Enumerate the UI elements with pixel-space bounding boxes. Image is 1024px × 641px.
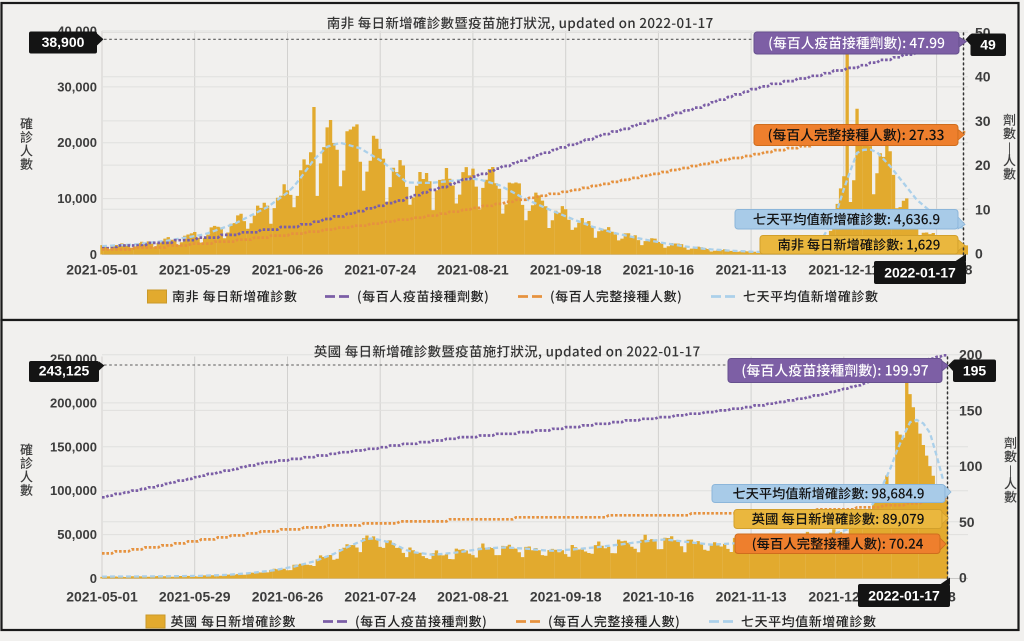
svg-text:2021-10-16: 2021-10-16 bbox=[623, 589, 695, 605]
svg-text:50: 50 bbox=[959, 514, 975, 530]
svg-text:2021-12-11: 2021-12-11 bbox=[808, 262, 879, 278]
svg-text:2022-01-17: 2022-01-17 bbox=[884, 265, 956, 281]
svg-text:2021-05-01: 2021-05-01 bbox=[66, 589, 138, 605]
svg-text:30,000: 30,000 bbox=[57, 79, 97, 94]
svg-text:100: 100 bbox=[959, 458, 983, 474]
svg-text:2021-05-29: 2021-05-29 bbox=[159, 262, 231, 278]
svg-text:0: 0 bbox=[90, 571, 97, 586]
svg-text:2021-07-24: 2021-07-24 bbox=[344, 589, 416, 605]
svg-text:20,000: 20,000 bbox=[57, 135, 97, 150]
svg-text:200,000: 200,000 bbox=[50, 395, 97, 410]
svg-text:195: 195 bbox=[963, 363, 987, 379]
svg-text:2021-05-01: 2021-05-01 bbox=[66, 262, 138, 278]
svg-text:2021-11-13: 2021-11-13 bbox=[716, 589, 787, 605]
svg-text:100,000: 100,000 bbox=[50, 483, 97, 498]
svg-text:10: 10 bbox=[975, 201, 991, 217]
svg-text:2022-01-17: 2022-01-17 bbox=[868, 588, 940, 604]
svg-text:2021-11-13: 2021-11-13 bbox=[716, 262, 787, 278]
svg-text:150: 150 bbox=[959, 402, 983, 418]
svg-text:0: 0 bbox=[90, 247, 97, 262]
svg-text:10,000: 10,000 bbox=[57, 191, 97, 206]
svg-text:2021-06-26: 2021-06-26 bbox=[252, 589, 324, 605]
svg-text:2021-08-21: 2021-08-21 bbox=[437, 589, 509, 605]
svg-text:2021-09-18: 2021-09-18 bbox=[530, 262, 602, 278]
svg-text:2021-06-26: 2021-06-26 bbox=[252, 262, 324, 278]
svg-text:150,000: 150,000 bbox=[50, 439, 97, 454]
svg-text:200: 200 bbox=[959, 347, 983, 363]
svg-text:50,000: 50,000 bbox=[57, 527, 97, 542]
svg-text:49: 49 bbox=[980, 37, 996, 53]
svg-text:20: 20 bbox=[975, 157, 991, 173]
svg-text:2021-08-21: 2021-08-21 bbox=[437, 262, 509, 278]
svg-text:2021-05-29: 2021-05-29 bbox=[159, 589, 231, 605]
svg-text:40: 40 bbox=[975, 69, 991, 85]
svg-text:0: 0 bbox=[959, 570, 967, 586]
svg-text:30: 30 bbox=[975, 113, 991, 129]
svg-text:2021-09-18: 2021-09-18 bbox=[530, 589, 602, 605]
svg-text:0: 0 bbox=[975, 246, 983, 262]
svg-text:38,900: 38,900 bbox=[42, 34, 85, 50]
svg-text:243,125: 243,125 bbox=[39, 363, 90, 379]
svg-text:2021-10-16: 2021-10-16 bbox=[623, 262, 695, 278]
svg-text:2021-07-24: 2021-07-24 bbox=[344, 262, 416, 278]
